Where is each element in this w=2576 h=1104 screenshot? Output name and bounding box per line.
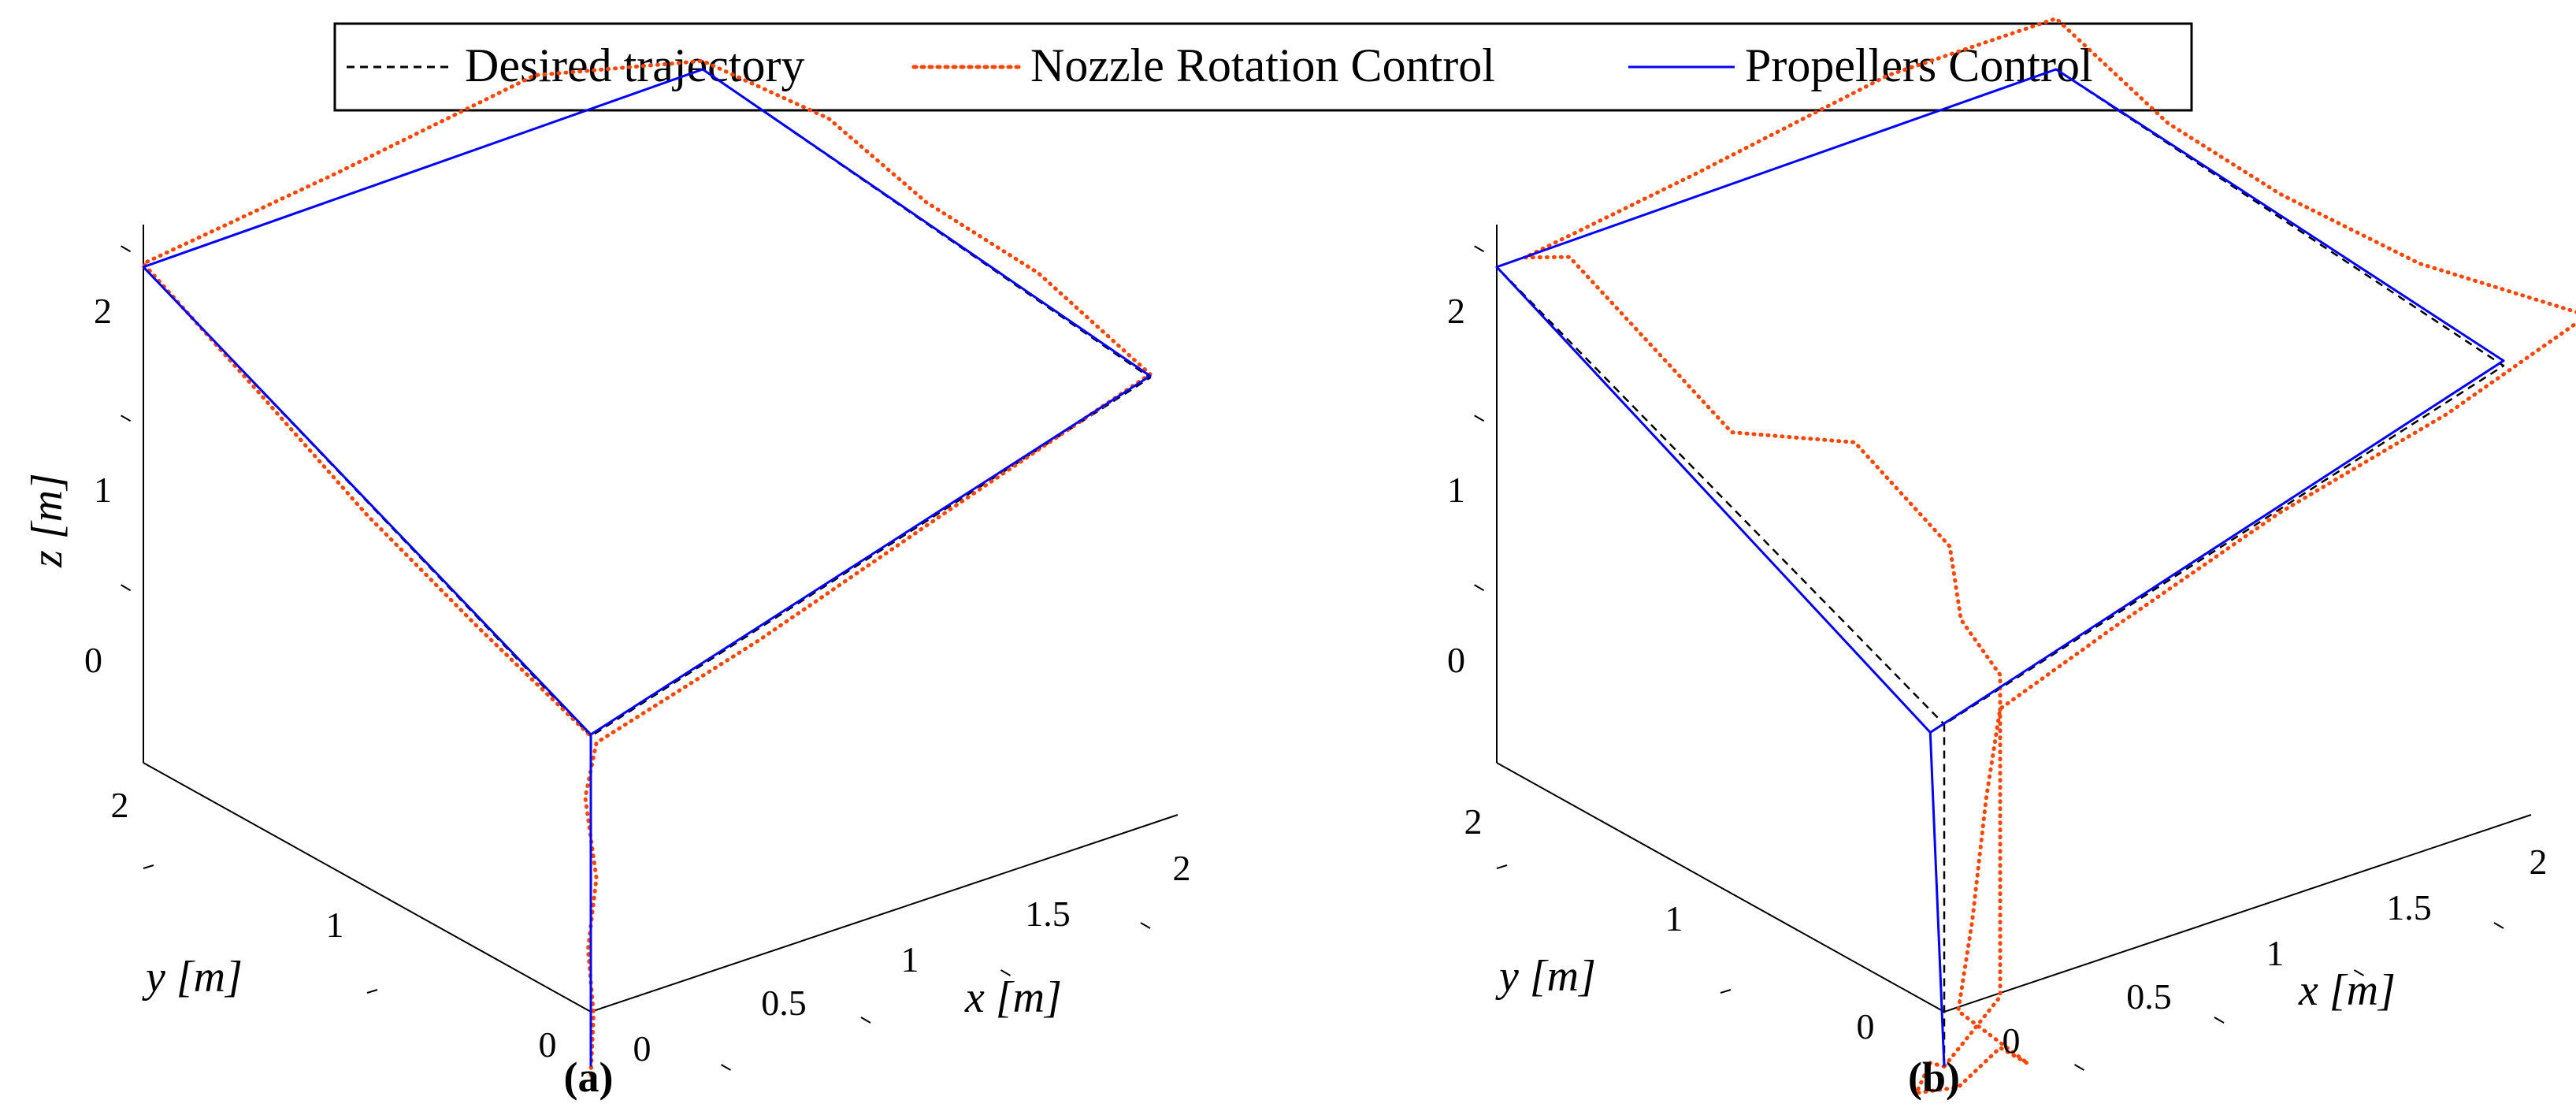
panel-b-x-tick-4: 2 [2530, 842, 2548, 882]
legend: Desired trajectory Nozzle Rotation Contr… [333, 22, 2193, 112]
panel-b-ticks [1474, 245, 2504, 1071]
panel-b-y-tick-0: 0 [1857, 1006, 1875, 1046]
panel-a-axes [143, 225, 1179, 1013]
panel-a-x-tick-3: 1.5 [1025, 894, 1071, 934]
panel-b-y-tick-1: 1 [1665, 898, 1683, 939]
panel-b-x-tick-3: 1.5 [2386, 887, 2432, 927]
panel-b-axes [1496, 225, 2532, 1013]
panel-a-y-axis [143, 762, 592, 1013]
panel-a-z-tick-1: 1 [94, 470, 112, 510]
panel-b-z-tick-2: 2 [1447, 291, 1465, 331]
panel-b-x-axis [1943, 814, 2532, 1013]
panel-b-z-tickmark-2 [1474, 245, 1485, 253]
legend-label-nozzle: Nozzle Rotation Control [1030, 39, 1495, 91]
panel-a-series-desired-trajectory [142, 68, 1152, 1067]
panel-a-x-tick-2: 1 [901, 939, 919, 979]
panel-b-series-desired-trajectory [1495, 68, 2505, 1067]
panel-a-y-tick-0: 0 [539, 1024, 557, 1065]
panel-a-x-tick-4: 2 [1173, 848, 1191, 888]
panel-a-zlabel: z [m] [23, 473, 72, 568]
panel-b-x-tick-2: 1 [2266, 933, 2285, 973]
panel-b-series-nozzle-rotation-control [1523, 17, 2576, 1095]
panel-a-z-tick-0: 0 [84, 640, 102, 680]
panel-a-z-tickmark-2 [121, 245, 132, 253]
panel-a-ticks [121, 245, 1151, 1071]
panel-b-x-tick-0: 0 [2003, 1020, 2021, 1061]
panel-b: 0 1 2 0 1 2 0 0.5 1 1.5 2 x [m] y [m] (b… [1447, 17, 2576, 1101]
panel-a-x-tickmark-3 [1000, 969, 1011, 976]
panel-b-z-tickmark-0 [1474, 584, 1485, 592]
panel-b-y-tickmark-2 [1496, 864, 1508, 869]
panel-a-z-tick-2: 2 [94, 291, 112, 331]
panel-a-x-tickmark-1 [720, 1064, 732, 1071]
panel-a-series-propellers-control [142, 68, 1152, 1067]
panel-b-y-tick-2: 2 [1464, 801, 1483, 842]
panel-b-ylabel: y [m] [1495, 952, 1596, 1001]
panel-a-x-tickmark-4 [1140, 922, 1151, 929]
panel-a: 0 1 2 0 1 2 0 0.5 1 1.5 2 x [m] y [m] z … [23, 58, 1191, 1101]
panel-a-y-tickmark-2 [143, 864, 154, 869]
panel-a-x-tickmark-2 [860, 1017, 871, 1024]
panel-b-x-tickmark-3 [2353, 969, 2365, 976]
panel-a-y-tick-1: 1 [326, 905, 344, 945]
panel-b-series-propellers-control [1495, 68, 2505, 1067]
panel-b-z-tick-0: 0 [1447, 640, 1465, 680]
panel-a-z-tickmark-0 [121, 584, 132, 592]
panel-a-series [141, 58, 1153, 1077]
panel-b-x-tickmark-4 [2493, 922, 2504, 929]
panel-b-label: (b) [1908, 1054, 1960, 1101]
panel-b-y-tickmark-1 [1720, 989, 1732, 994]
panel-a-z-tickmark-1 [121, 414, 132, 422]
panel-b-y-axis [1496, 762, 1945, 1013]
panel-a-ylabel: y [m] [142, 953, 243, 1002]
panel-b-z-tickmark-1 [1474, 414, 1485, 422]
panel-b-z-tick-1: 1 [1447, 470, 1465, 510]
panel-a-xlabel: x [m] [964, 973, 1062, 1022]
panel-b-x-tickmark-1 [2073, 1064, 2085, 1071]
panel-a-x-tick-0: 0 [633, 1028, 651, 1069]
panel-a-label: (a) [564, 1054, 614, 1101]
panel-b-xlabel: x [m] [2298, 966, 2396, 1015]
panel-a-series-nozzle-rotation-control [141, 58, 1153, 1077]
panel-a-x-axis [590, 814, 1179, 1013]
panel-a-y-tick-2: 2 [111, 785, 129, 825]
panel-b-x-tick-1: 0.5 [2126, 976, 2172, 1017]
panel-a-x-tick-1: 0.5 [761, 983, 807, 1023]
panel-b-series [1495, 17, 2576, 1095]
panel-b-x-tickmark-2 [2214, 1017, 2225, 1024]
panel-a-y-tickmark-1 [366, 989, 378, 994]
